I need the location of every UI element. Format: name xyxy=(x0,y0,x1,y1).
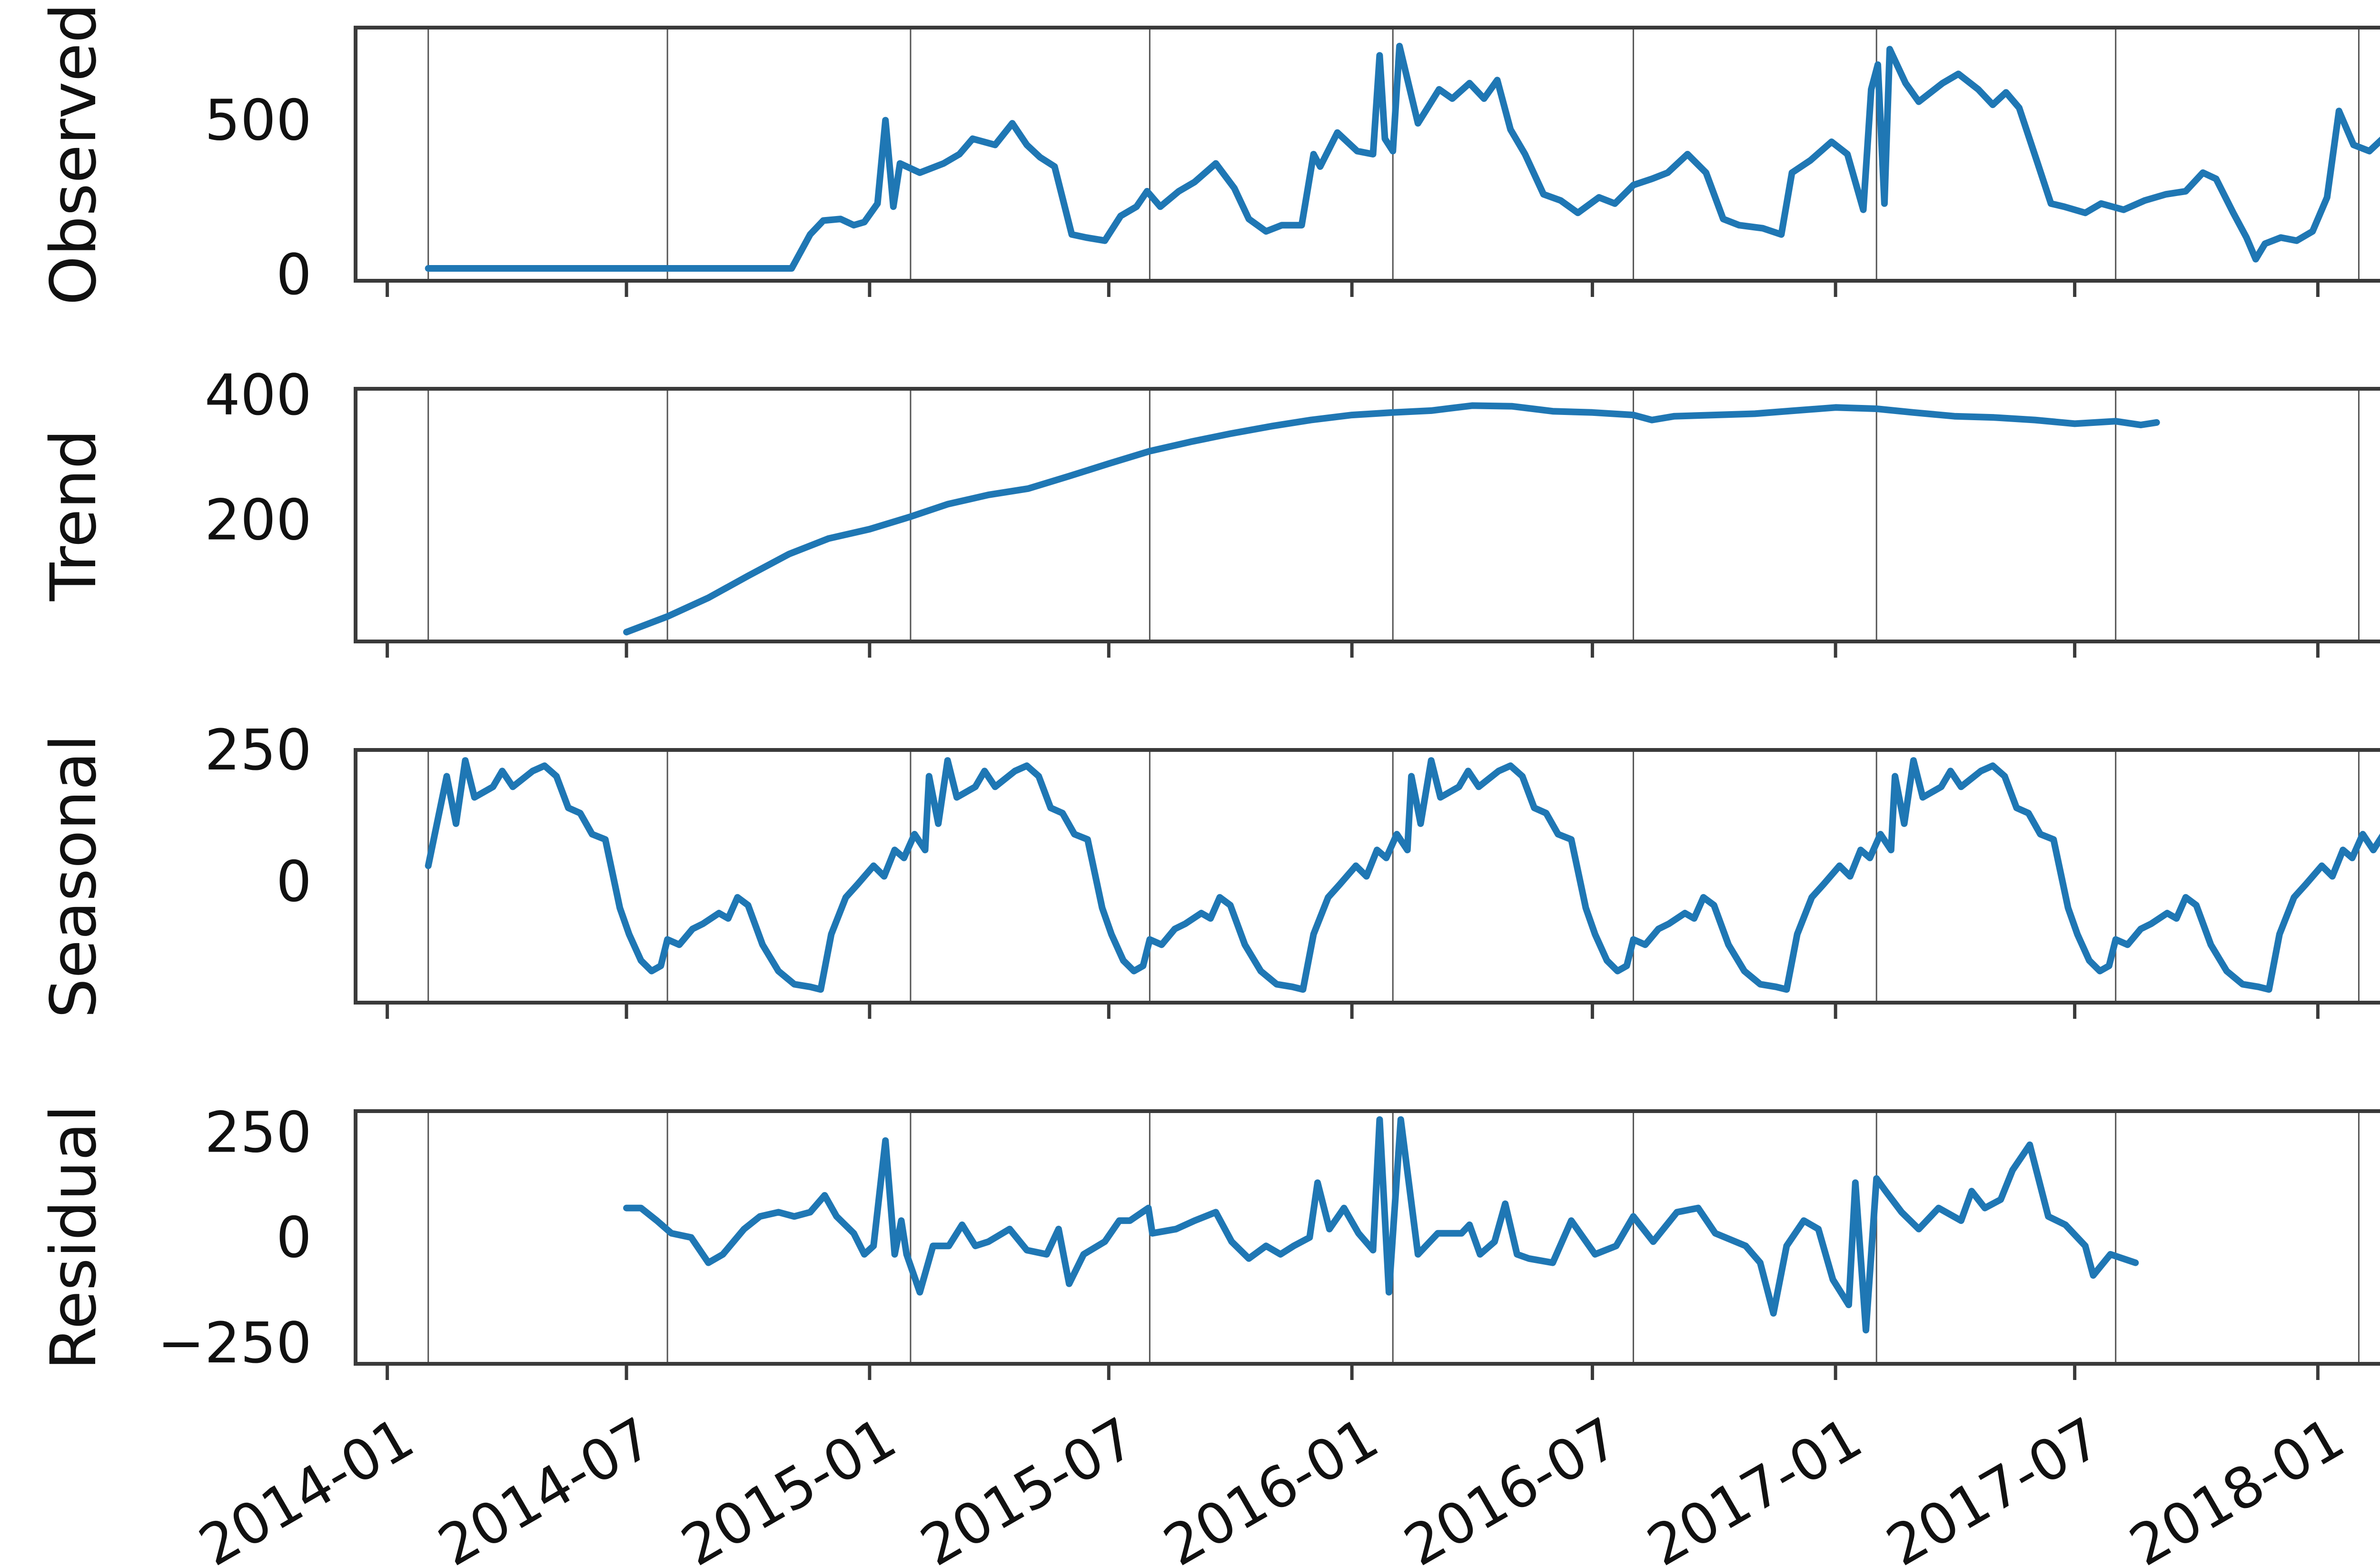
x-tick-label: 2015-01 xyxy=(671,1405,907,1567)
y-axis-label: Seasonal xyxy=(37,734,110,1018)
observed-panel: 0 500 Observed xyxy=(37,3,2380,307)
y-tick-label: 250 xyxy=(205,1099,312,1165)
x-tick-label: 2017-01 xyxy=(1636,1405,1873,1567)
x-tick-label: 2016-07 xyxy=(1393,1405,1629,1567)
y-tick-label: 500 xyxy=(205,88,312,153)
y-tick-label: 200 xyxy=(205,487,312,552)
y-axis-label: Observed xyxy=(37,3,110,305)
y-tick-label: 0 xyxy=(276,1205,312,1271)
x-tick-label: 2015-07 xyxy=(910,1405,1146,1567)
y-tick-label: 400 xyxy=(205,362,312,428)
trend-series-line xyxy=(623,402,2160,636)
x-tick-label: 2014-07 xyxy=(427,1405,664,1567)
axes-frame xyxy=(354,1109,2380,1366)
y-tick-label: 250 xyxy=(205,717,312,783)
observed-series-line xyxy=(425,42,2380,272)
y-axis-label: Trend xyxy=(37,429,110,601)
residual-series-line xyxy=(623,1116,2139,1334)
y-tick-label: 0 xyxy=(276,849,312,915)
y-axis-label: Residual xyxy=(37,1105,110,1370)
x-axis: 2014-01 2014-07 2015-01 2015-07 2016-01 2016-… xyxy=(188,1405,2355,1567)
y-tick-label: −250 xyxy=(158,1310,312,1376)
seasonal-series-line xyxy=(425,757,2380,993)
axes-frame xyxy=(354,748,2380,1005)
residual-panel: −250 0 250 Residual xyxy=(37,1099,2380,1380)
x-tick-label: 2014-01 xyxy=(188,1405,425,1567)
y-tick-label: 0 xyxy=(276,242,312,307)
axes-frame xyxy=(354,26,2380,283)
axes-frame xyxy=(354,387,2380,643)
x-tick-label: 2018-01 xyxy=(2119,1405,2355,1567)
trend-panel: 200 400 Trend xyxy=(37,362,2380,658)
x-tick-label: 2017-07 xyxy=(1876,1405,2112,1567)
seasonal-panel: 0 250 Seasonal xyxy=(37,717,2380,1019)
x-tick-label: 2016-01 xyxy=(1153,1405,1389,1567)
